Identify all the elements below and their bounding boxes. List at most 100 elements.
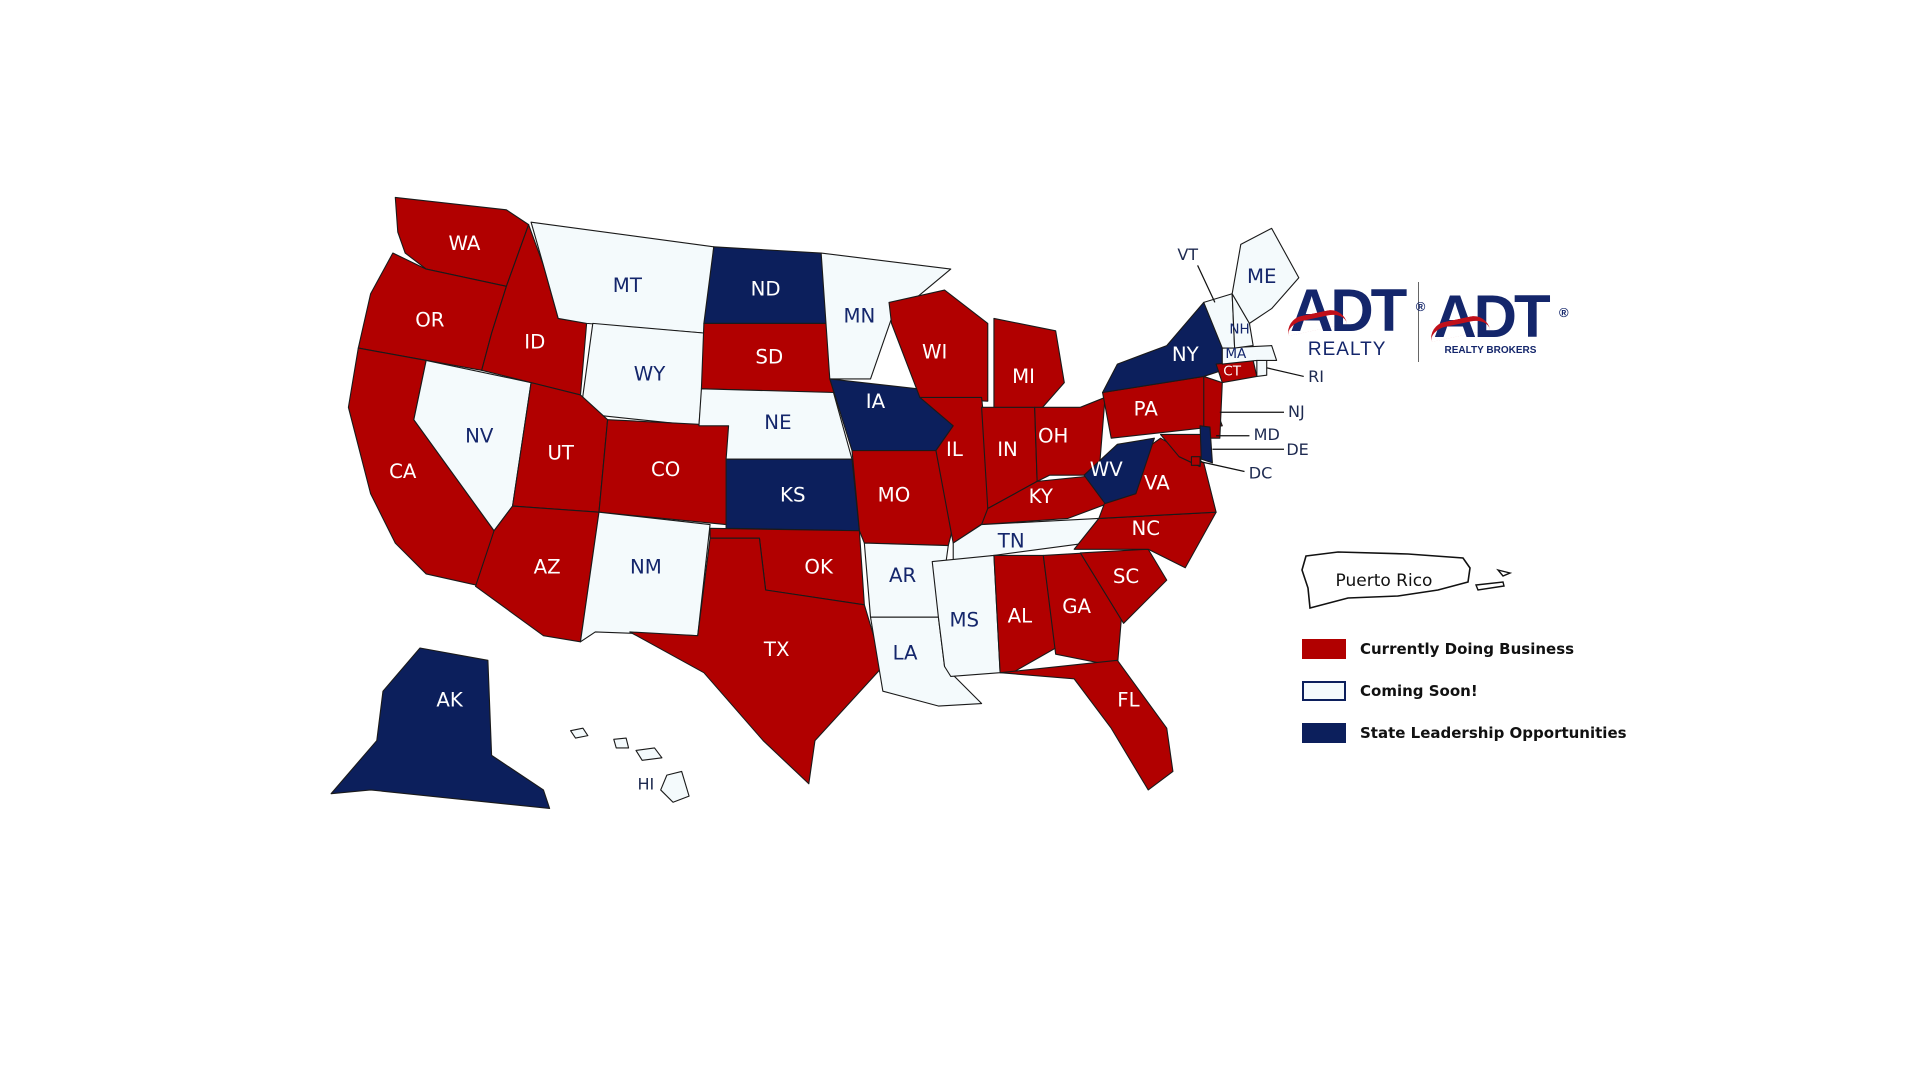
state-label-nv: NV (465, 424, 494, 447)
state-label-nc: NC (1131, 517, 1160, 540)
logo-mark-text: ADT (1433, 282, 1550, 350)
state-labels-layer: WA OR CA NV ID MT WY UT CO AZ NM ND SD NE KS OK TX MN IA MO… (389, 232, 1324, 794)
state-label-oh: OH (1038, 424, 1068, 447)
culebra-shape (1496, 568, 1513, 577)
state-label-il: IL (946, 438, 963, 461)
state-label-ar: AR (889, 564, 916, 587)
state-label-ks: KS (780, 484, 805, 507)
puerto-rico-label: Puerto Rico (1336, 571, 1433, 591)
hawaii-island (613, 737, 630, 749)
registered-mark: ® (1559, 304, 1568, 320)
state-nj[interactable] (1203, 375, 1223, 439)
state-label-mi: MI (1012, 365, 1035, 388)
legend-item-coming-soon: Coming Soon! (1302, 670, 1627, 712)
state-label-sc: SC (1113, 565, 1139, 588)
state-nc[interactable] (1073, 511, 1217, 569)
state-label-nm: NM (630, 555, 662, 578)
state-label-ct: CT (1223, 364, 1241, 380)
state-label-de: DE (1286, 440, 1308, 459)
state-label-dc: DC (1249, 463, 1273, 482)
legend-swatch-white (1302, 681, 1346, 701)
state-label-md: MD (1254, 425, 1280, 444)
state-label-in: IN (997, 438, 1018, 461)
state-me[interactable] (1231, 227, 1300, 324)
legend-label: State Leadership Opportunities (1360, 724, 1627, 742)
state-mn[interactable] (820, 252, 952, 380)
adt-logo: ADT ® REALTY ADT ® REALTY BROKERS (1284, 281, 1568, 362)
state-label-va: VA (1144, 471, 1170, 494)
state-label-az: AZ (534, 555, 561, 578)
state-label-mn: MN (844, 305, 876, 328)
state-label-id: ID (524, 331, 545, 354)
state-label-or: OR (415, 308, 445, 331)
registered-mark: ® (1415, 299, 1425, 314)
logo-mark-text: ADT (1290, 277, 1407, 344)
state-label-ut: UT (547, 442, 574, 465)
puerto-rico: Puerto Rico (1301, 551, 1513, 610)
state-label-al: AL (1008, 605, 1033, 628)
state-label-wi: WI (922, 341, 947, 364)
logo-divider (1418, 282, 1420, 362)
adt-realty-brokers-logo: ADT ® REALTY BROKERS (1428, 286, 1568, 356)
logo-subtitle: REALTY BROKERS (1444, 344, 1537, 356)
state-label-vt: VT (1177, 245, 1198, 264)
legend: Currently Doing Business Coming Soon! St… (1302, 628, 1627, 754)
state-ak[interactable] (330, 647, 551, 810)
state-label-ak: AK (436, 689, 463, 712)
state-al[interactable] (993, 554, 1057, 674)
state-label-ri: RI (1308, 367, 1324, 386)
legend-item-business: Currently Doing Business (1302, 628, 1627, 670)
adt-realty-logo: ADT ® REALTY (1284, 281, 1425, 361)
state-label-ga: GA (1062, 595, 1091, 618)
state-label-ms: MS (950, 608, 980, 631)
legend-label: Currently Doing Business (1360, 640, 1575, 658)
state-dc[interactable] (1190, 456, 1201, 466)
leader-line-dc (1199, 461, 1245, 473)
state-mi[interactable] (993, 317, 1065, 415)
state-label-mo: MO (878, 484, 911, 507)
legend-swatch-red (1302, 639, 1346, 659)
state-label-mt: MT (613, 274, 643, 297)
legend-label: Coming Soon! (1360, 682, 1478, 700)
state-label-tx: TX (763, 638, 790, 661)
state-label-nh: NH (1229, 322, 1249, 338)
state-label-wy: WY (634, 363, 667, 386)
state-label-ma: MA (1225, 346, 1247, 362)
state-label-ok: OK (804, 555, 834, 578)
state-hi[interactable] (660, 770, 690, 803)
state-fl[interactable] (999, 659, 1174, 791)
state-ma[interactable] (1221, 345, 1278, 365)
leader-line-ri (1266, 367, 1304, 378)
state-label-me: ME (1247, 265, 1277, 288)
state-label-wv: WV (1090, 458, 1124, 481)
state-tx[interactable] (629, 537, 884, 785)
state-label-ny: NY (1172, 343, 1200, 366)
state-label-hi: HI (637, 775, 654, 794)
state-label-tn: TN (997, 529, 1025, 552)
state-wi[interactable] (888, 289, 989, 402)
legend-item-leadership: State Leadership Opportunities (1302, 712, 1627, 754)
state-wv[interactable] (1083, 437, 1155, 505)
legend-swatch-navy (1302, 723, 1346, 743)
state-label-co: CO (651, 458, 680, 481)
state-label-sd: SD (755, 345, 783, 368)
logo-mark: ADT ® (1428, 286, 1568, 346)
state-label-la: LA (893, 642, 918, 665)
state-sc[interactable] (1079, 548, 1168, 624)
leader-line-vt (1197, 265, 1216, 303)
state-de[interactable] (1199, 425, 1213, 464)
hawaii-island (570, 727, 589, 739)
state-label-ca: CA (389, 460, 417, 483)
logo-mark: ADT ® (1284, 281, 1425, 341)
logo-subtitle: REALTY (1307, 339, 1387, 360)
state-label-nd: ND (751, 278, 781, 301)
states-layer (330, 196, 1300, 810)
state-label-fl: FL (1117, 689, 1139, 712)
puerto-rico-shape (1301, 551, 1471, 610)
state-label-nj: NJ (1288, 402, 1305, 421)
state-label-wa: WA (448, 232, 480, 255)
vieques-shape (1475, 581, 1505, 591)
state-ri[interactable] (1256, 359, 1268, 378)
state-label-ky: KY (1029, 485, 1054, 508)
